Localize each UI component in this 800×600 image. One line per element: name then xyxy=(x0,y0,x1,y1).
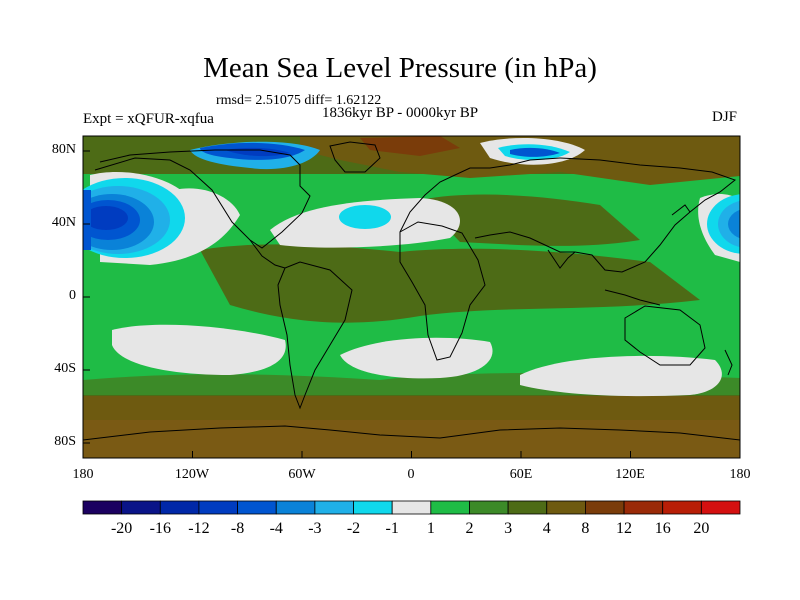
colorbar-box xyxy=(314,500,354,515)
colorbar-box xyxy=(159,500,200,515)
colorbar-box xyxy=(237,500,277,515)
coast-north-america xyxy=(94,149,311,249)
colorbar-box xyxy=(275,500,316,515)
colorbar-label: 12 xyxy=(616,520,633,537)
colorbar-box xyxy=(585,500,625,515)
coast-greenland xyxy=(329,141,381,173)
season-label: DJF xyxy=(712,109,738,125)
colorbar-box xyxy=(121,500,161,515)
y-tick-label: 40N xyxy=(51,215,76,230)
colorbar-label: -12 xyxy=(188,520,210,537)
colorbar xyxy=(82,500,741,515)
axis-ticks xyxy=(82,150,741,458)
period-line: 1836kyr BP - 0000kyr BP xyxy=(322,105,479,121)
coast-japan xyxy=(671,204,691,216)
coast-new-zealand xyxy=(724,349,733,376)
coast-central-america xyxy=(249,239,286,269)
coast-australia xyxy=(624,305,706,366)
colorbar-box xyxy=(198,500,238,515)
colorbar-box xyxy=(353,500,393,515)
colorbar-label: -16 xyxy=(149,520,171,537)
x-tick-label: 180 xyxy=(72,467,94,482)
coast-antarctica xyxy=(83,425,740,441)
colorbar-box xyxy=(623,500,664,515)
colorbar-box xyxy=(700,500,741,515)
colorbar-box xyxy=(662,500,702,515)
colorbar-box xyxy=(469,500,509,515)
x-tick-label: 60W xyxy=(288,467,316,482)
field-layer xyxy=(83,136,740,458)
colorbar-label: -8 xyxy=(230,520,245,537)
field-tropics xyxy=(200,244,700,323)
coast-south-america xyxy=(277,261,353,410)
colorbar-label: 16 xyxy=(654,520,671,537)
x-tick-label: 0 xyxy=(407,467,415,482)
colorbar-label: -4 xyxy=(269,520,283,537)
colorbar-box xyxy=(546,500,586,515)
colorbar-label: -2 xyxy=(346,520,361,537)
colorbar-label: -20 xyxy=(110,520,133,537)
coastlines xyxy=(83,141,740,441)
colorbar-label: -1 xyxy=(385,520,399,537)
coast-india xyxy=(547,249,576,269)
colorbar-label: 3 xyxy=(504,520,513,537)
colorbar-box xyxy=(391,500,432,515)
y-tick-label: 0 xyxy=(69,288,76,303)
field-aleutian-low xyxy=(84,206,128,230)
y-tick-label: 40S xyxy=(54,361,76,376)
colorbar-label: 20 xyxy=(693,520,710,537)
map-title: Mean Sea Level Pressure (in hPa) xyxy=(203,52,597,84)
coast-asia xyxy=(474,157,737,273)
coast-africa xyxy=(399,221,486,361)
stats-line: rmsd= 2.51075 diff= 1.62122 xyxy=(216,93,382,108)
x-tick-label: 120W xyxy=(174,467,210,482)
y-tick-label: 80N xyxy=(51,142,76,157)
experiment-line: Expt = xQFUR-xqfua xyxy=(83,111,214,127)
y-tick-label: 80S xyxy=(54,434,76,449)
x-tick-label: 120E xyxy=(615,467,645,482)
coast-europe xyxy=(399,157,561,233)
colorbar-box xyxy=(507,500,548,515)
coast-indonesia xyxy=(604,289,661,306)
colorbar-label: 1 xyxy=(426,520,435,537)
field-atlantic-low xyxy=(339,205,391,229)
colorbar-label: -3 xyxy=(308,520,322,537)
colorbar-label: 2 xyxy=(465,520,474,537)
x-tick-label: 180 xyxy=(729,467,751,482)
x-tick-label: 60E xyxy=(509,467,533,482)
colorbar-box xyxy=(82,500,123,515)
colorbar-box xyxy=(430,500,470,515)
colorbar-label: 4 xyxy=(542,520,551,537)
colorbar-label: 8 xyxy=(581,520,590,537)
